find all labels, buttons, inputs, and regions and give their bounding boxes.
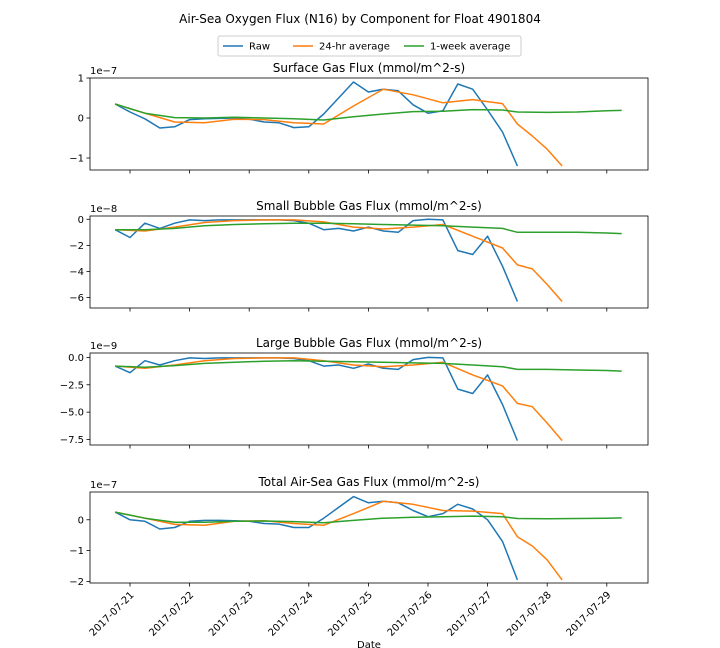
panel-frame bbox=[89, 215, 649, 309]
series-line-24-hr-average bbox=[114, 88, 563, 167]
series-line-1-week-average bbox=[115, 359, 622, 372]
axis-multiplier: 1e−7 bbox=[90, 66, 117, 77]
y-tick-label: 0 bbox=[78, 515, 84, 526]
y-tick-label: −2 bbox=[69, 241, 84, 252]
series-line-24-hr-average bbox=[115, 357, 563, 442]
series-group bbox=[114, 356, 622, 442]
panels: Surface Gas Flux (mmol/m^2-s) 1e−7 1 0 −1 Sma… bbox=[60, 61, 649, 588]
series-line-1-week-average bbox=[114, 103, 622, 121]
panel-2: Small Bubble Gas Flux (mmol/m^2-s) 1e−8 0 −… bbox=[69, 199, 649, 312]
series-line-1-week-average bbox=[115, 222, 622, 235]
panel-frame bbox=[89, 352, 649, 446]
x-axis-label: Date bbox=[357, 640, 381, 648]
legend-label-1week: 1-week average bbox=[430, 42, 510, 53]
legend-label-24hr: 24-hr average bbox=[319, 42, 390, 53]
series-group bbox=[114, 218, 622, 302]
series-line-24-hr-average bbox=[114, 500, 563, 581]
figure-title: Air-Sea Oxygen Flux (N16) by Component f… bbox=[179, 12, 541, 26]
y-tick-label: 0.0 bbox=[68, 353, 84, 364]
y-tick-label: 0 bbox=[78, 114, 84, 125]
series-group bbox=[114, 495, 622, 581]
y-tick-label: 0 bbox=[78, 215, 84, 226]
series-line-24-hr-average bbox=[115, 219, 563, 302]
panel-frame bbox=[89, 491, 649, 584]
panel-3: Large Bubble Gas Flux (mmol/m^2-s) 1e−9 0.… bbox=[60, 336, 649, 449]
panel-title: Total Air-Sea Gas Flux (mmol/m^2-s) bbox=[258, 475, 480, 489]
y-tick-label: −2.5 bbox=[60, 380, 84, 391]
series-group bbox=[114, 81, 622, 167]
axis-multiplier: 1e−9 bbox=[90, 341, 117, 352]
panel-frame bbox=[89, 77, 649, 171]
panel-title: Large Bubble Gas Flux (mmol/m^2-s) bbox=[256, 336, 482, 350]
y-tick-label: −6 bbox=[69, 293, 84, 304]
series-line-raw bbox=[114, 218, 519, 302]
series-line-raw bbox=[114, 356, 519, 441]
y-tick-label: −1 bbox=[69, 154, 84, 165]
y-tick-label: −7.5 bbox=[60, 435, 84, 446]
y-tick-label: −2 bbox=[69, 577, 84, 588]
y-tick-label: −1 bbox=[69, 546, 84, 557]
legend-label-raw: Raw bbox=[249, 42, 270, 53]
y-tick-label: −4 bbox=[69, 267, 84, 278]
panel-1: Surface Gas Flux (mmol/m^2-s) 1e−7 1 0 −1 bbox=[69, 61, 649, 174]
y-tick-label: −5.0 bbox=[60, 408, 84, 419]
panel-title: Surface Gas Flux (mmol/m^2-s) bbox=[273, 61, 465, 75]
axis-multiplier: 1e−7 bbox=[90, 480, 117, 491]
axis-multiplier: 1e−8 bbox=[90, 204, 117, 215]
legend: Raw 24-hr average 1-week average bbox=[217, 35, 522, 57]
series-line-1-week-average bbox=[114, 511, 622, 524]
panel-4: Total Air-Sea Gas Flux (mmol/m^2-s) 1e−7 0… bbox=[69, 475, 649, 588]
panel-title: Small Bubble Gas Flux (mmol/m^2-s) bbox=[256, 199, 482, 213]
legend-box bbox=[217, 35, 522, 57]
y-tick-label: 1 bbox=[78, 74, 84, 85]
